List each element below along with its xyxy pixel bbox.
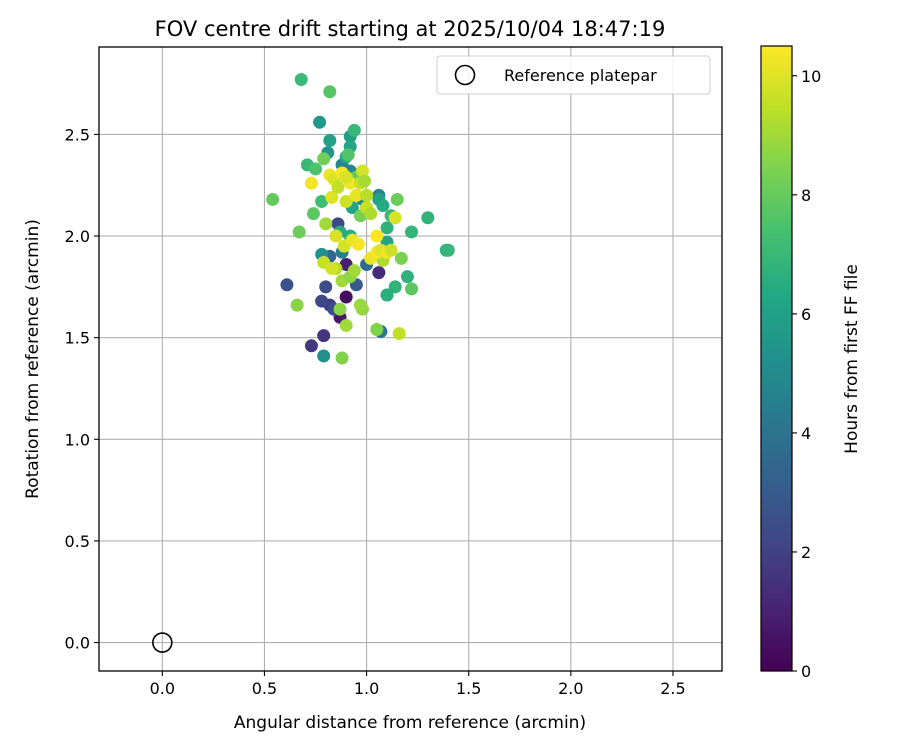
data-point bbox=[292, 225, 306, 239]
data-point bbox=[333, 302, 347, 316]
data-point bbox=[380, 288, 394, 302]
data-point bbox=[315, 194, 329, 208]
data-point bbox=[306, 207, 320, 221]
data-point bbox=[315, 294, 329, 308]
data-point bbox=[341, 148, 355, 162]
data-point bbox=[294, 73, 308, 87]
data-point bbox=[280, 278, 294, 292]
data-point bbox=[364, 207, 378, 221]
x-axis-ticks: 0.0 0.5 1.0 1.5 2.0 2.5 bbox=[150, 671, 686, 698]
data-point bbox=[405, 225, 419, 239]
y-tick-label: 0.5 bbox=[65, 532, 90, 551]
colorbar-tick-label: 4 bbox=[801, 424, 811, 443]
data-point bbox=[323, 133, 337, 147]
data-point bbox=[323, 85, 337, 99]
data-point bbox=[388, 280, 402, 294]
y-tick-label: 2.5 bbox=[65, 125, 90, 144]
data-point bbox=[339, 318, 353, 332]
legend: Reference platepar bbox=[436, 55, 711, 95]
data-point bbox=[384, 243, 398, 257]
y-axis-ticks: 0.0 0.5 1.0 1.5 2.0 2.5 bbox=[65, 125, 99, 653]
x-axis-label: Angular distance from reference (arcmin) bbox=[234, 713, 586, 733]
x-tick-label: 2.0 bbox=[558, 679, 583, 698]
data-point bbox=[319, 217, 333, 231]
reference-marker bbox=[152, 632, 173, 653]
data-point bbox=[325, 190, 339, 204]
data-point bbox=[400, 270, 414, 284]
data-point bbox=[313, 115, 327, 129]
data-point bbox=[339, 290, 353, 304]
colorbar: 0 2 4 6 8 10 Hours from first FF file bbox=[760, 45, 862, 681]
y-tick-label: 1.5 bbox=[65, 329, 90, 348]
data-point bbox=[339, 170, 353, 184]
legend-label: Reference platepar bbox=[504, 66, 657, 85]
data-point bbox=[304, 176, 318, 190]
data-point bbox=[370, 229, 384, 243]
data-point bbox=[376, 199, 390, 213]
x-tick-label: 2.5 bbox=[660, 679, 685, 698]
x-tick-label: 1.0 bbox=[354, 679, 379, 698]
x-tick-label: 0.0 bbox=[150, 679, 175, 698]
legend-marker-icon bbox=[454, 64, 476, 86]
data-point bbox=[370, 323, 384, 337]
x-tick-label: 1.5 bbox=[456, 679, 481, 698]
data-point bbox=[317, 152, 331, 166]
colorbar-tick-label: 8 bbox=[801, 186, 811, 205]
data-point bbox=[319, 280, 333, 294]
plot-frame bbox=[98, 46, 723, 672]
data-point bbox=[304, 339, 318, 353]
data-point bbox=[266, 192, 280, 206]
data-point bbox=[394, 251, 408, 265]
data-point bbox=[309, 162, 323, 176]
data-point bbox=[347, 123, 361, 137]
colorbar-tick-label: 2 bbox=[801, 543, 811, 562]
data-point bbox=[290, 298, 304, 312]
y-tick-label: 1.0 bbox=[65, 430, 90, 449]
data-point bbox=[360, 188, 374, 202]
y-tick-label: 2.0 bbox=[65, 227, 90, 246]
colorbar-label: Hours from first FF file bbox=[842, 264, 862, 454]
data-point bbox=[441, 243, 455, 257]
colorbar-tick-label: 0 bbox=[801, 662, 811, 681]
data-point bbox=[358, 174, 372, 188]
x-tick-label: 0.5 bbox=[252, 679, 277, 698]
y-axis-label: Rotation from reference (arcmin) bbox=[23, 219, 43, 499]
data-points bbox=[266, 73, 455, 365]
data-point bbox=[353, 298, 367, 312]
data-point bbox=[325, 262, 339, 276]
data-point bbox=[331, 180, 345, 194]
data-point bbox=[421, 211, 435, 225]
colorbar-tick-label: 10 bbox=[801, 67, 821, 86]
data-point bbox=[388, 211, 402, 225]
colorbar-ticks: 0 2 4 6 8 10 bbox=[792, 67, 821, 681]
data-point bbox=[335, 351, 349, 365]
data-point bbox=[355, 164, 369, 178]
data-point bbox=[347, 264, 361, 278]
data-point bbox=[405, 282, 419, 296]
data-point bbox=[390, 192, 404, 206]
data-point bbox=[329, 229, 343, 243]
data-point bbox=[339, 194, 353, 208]
data-point bbox=[380, 221, 394, 235]
data-point bbox=[372, 266, 386, 280]
data-point bbox=[392, 327, 406, 341]
data-point bbox=[317, 349, 331, 363]
y-tick-label: 0.0 bbox=[65, 634, 90, 653]
legend-box bbox=[436, 55, 711, 95]
grid bbox=[99, 47, 722, 671]
colorbar-gradient bbox=[760, 45, 793, 672]
data-point bbox=[351, 237, 365, 251]
chart-title: FOV centre drift starting at 2025/10/04 … bbox=[155, 17, 666, 41]
colorbar-tick-label: 6 bbox=[801, 305, 811, 324]
data-point bbox=[317, 329, 331, 343]
data-point bbox=[349, 188, 363, 202]
